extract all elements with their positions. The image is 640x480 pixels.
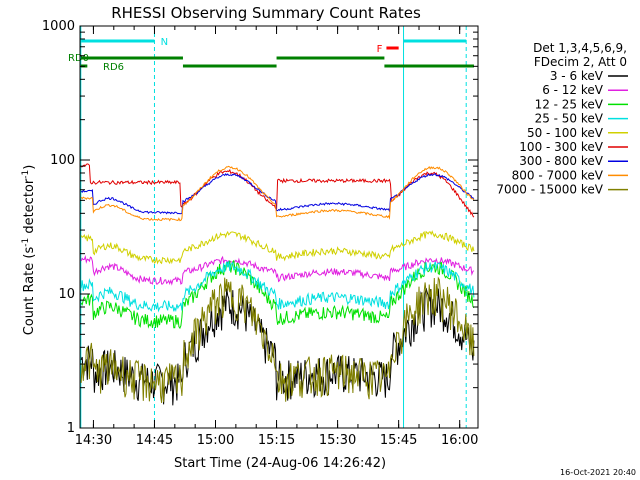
- x-axis-label: Start Time (24-Aug-06 14:26:42): [174, 456, 386, 471]
- legend-entry-label: 6 - 12 keV: [542, 83, 604, 97]
- x-tick-label: 15:00: [197, 433, 234, 448]
- y-axis-label: Count Rate (s-1 detector-1): [21, 165, 37, 336]
- flag-label-rd0: RD0: [68, 53, 89, 64]
- legend-entry-label: 3 - 6 keV: [550, 69, 604, 83]
- legend-header-line-1: Det 1,3,4,5,6,9,: [533, 41, 627, 55]
- x-tick-label: 15:15: [258, 433, 295, 448]
- series-line: [80, 230, 475, 265]
- legend-entry-label: 300 - 800 keV: [519, 154, 603, 168]
- series-line: [80, 254, 475, 286]
- series-line: [80, 165, 475, 222]
- legend: Det 1,3,4,5,6,9, FDecim 2, Att 0 3 - 6 k…: [496, 41, 628, 197]
- y-tick-label: 1: [67, 421, 75, 436]
- chart-title: RHESSI Observing Summary Count Rates: [111, 4, 421, 22]
- y-tick-label: 1000: [42, 19, 75, 34]
- legend-entry-label: 50 - 100 keV: [527, 126, 604, 140]
- series-line: [80, 261, 475, 313]
- series-line: [80, 259, 475, 330]
- y-tick-label: 10: [58, 287, 75, 302]
- series-line: [80, 173, 475, 215]
- x-tick-label: 14:30: [75, 433, 112, 448]
- flag-label-rd6: RD6: [103, 62, 124, 73]
- legend-entry-label: 12 - 25 keV: [535, 97, 604, 111]
- legend-header-line-2: FDecim 2, Att 0: [534, 55, 627, 69]
- axis-ticks: 14:30 14:45 15:00 15:15 15:30 15:45 16:00 1 10 10…: [42, 19, 479, 448]
- plot-frame: [79, 25, 479, 429]
- x-tick-label: 15:30: [319, 433, 356, 448]
- flag-label-n: N: [161, 37, 168, 48]
- x-tick-label: 16:00: [441, 433, 478, 448]
- legend-entry-label: 100 - 300 keV: [519, 140, 603, 154]
- series-line: [80, 287, 475, 406]
- y-tick-label: 100: [50, 153, 75, 168]
- flag-layer: N F RD0 RD6: [68, 37, 474, 73]
- background-markers: [80, 26, 467, 428]
- x-tick-label: 14:45: [136, 433, 173, 448]
- legend-entry-label: 800 - 7000 keV: [512, 168, 604, 182]
- legend-entry-label: 7000 - 15000 keV: [496, 183, 603, 197]
- x-tick-label: 15:45: [380, 433, 417, 448]
- legend-entry-label: 25 - 50 keV: [535, 112, 604, 126]
- flag-label-f: F: [377, 44, 383, 55]
- timestamp: 16-Oct-2021 20:40: [560, 468, 636, 477]
- series-layer: [80, 163, 475, 406]
- series-line: [80, 276, 475, 403]
- series-line: [81, 163, 475, 218]
